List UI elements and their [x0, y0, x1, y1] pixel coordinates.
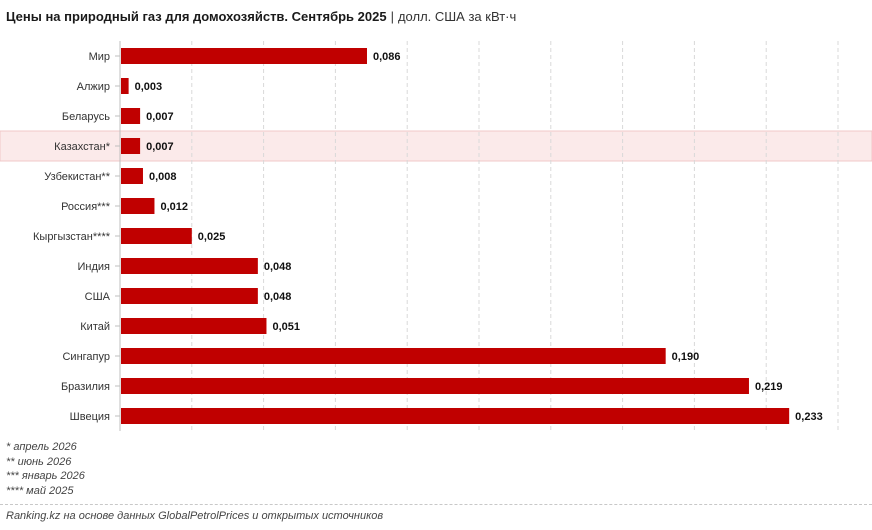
bar-chart: 0,0000,0250,0500,0750,1000,1250,1500,175… [0, 41, 872, 431]
bar [121, 258, 258, 274]
bar [121, 48, 367, 64]
bar [121, 108, 141, 124]
footnotes: * апрель 2026 ** июнь 2026 *** январь 20… [6, 440, 85, 498]
value-label: 0,007 [146, 141, 174, 153]
category-label: Беларусь [62, 111, 110, 123]
footnote: ** июнь 2026 [6, 455, 72, 468]
category-label: Индия [77, 261, 110, 273]
highlight-band [0, 130, 872, 162]
bar [121, 138, 141, 154]
bar [121, 78, 129, 94]
value-label: 0,048 [264, 291, 292, 303]
value-label: 0,003 [135, 81, 163, 93]
title-separator: | [390, 9, 394, 24]
value-label: 0,233 [795, 411, 823, 423]
value-label: 0,007 [146, 111, 174, 123]
value-label: 0,025 [198, 231, 226, 243]
category-label: Бразилия [61, 381, 110, 393]
chart-title-main: Цены на природный газ для домохозяйств. … [6, 9, 387, 24]
source-note: Ranking.kz на основе данных GlobalPetrol… [6, 510, 384, 522]
bar [121, 408, 790, 424]
footnote: * апрель 2026 [6, 441, 77, 453]
category-label: Кыргызстан**** [33, 231, 111, 243]
bar [121, 198, 155, 214]
footnote: **** май 2025 [6, 484, 74, 497]
category-label: Россия*** [61, 201, 111, 213]
bar [121, 348, 666, 364]
category-label: Швеция [70, 411, 110, 423]
value-label: 0,012 [160, 201, 188, 213]
bar [121, 168, 143, 184]
value-label: 0,190 [672, 351, 700, 363]
value-label: 0,219 [755, 381, 783, 393]
bar [121, 228, 192, 244]
footnote: *** январь 2026 [6, 470, 85, 482]
category-label: США [85, 291, 111, 303]
bar [121, 288, 258, 304]
category-label: Китай [80, 321, 110, 333]
value-label: 0,086 [373, 51, 401, 63]
category-label: Казахстан* [54, 141, 111, 153]
category-label: Алжир [77, 81, 110, 93]
chart-unit: долл. США за кВт·ч [397, 9, 517, 24]
bar [121, 318, 267, 334]
chart-title: Цены на природный газ для домохозяйств. … [6, 9, 516, 24]
value-label: 0,048 [264, 261, 292, 273]
bar [121, 378, 749, 394]
category-label: Узбекистан** [44, 171, 110, 183]
value-label: 0,051 [272, 321, 300, 333]
category-label: Мир [89, 51, 110, 63]
category-label: Сингапур [62, 351, 110, 363]
value-label: 0,008 [149, 171, 177, 183]
divider [0, 504, 872, 505]
